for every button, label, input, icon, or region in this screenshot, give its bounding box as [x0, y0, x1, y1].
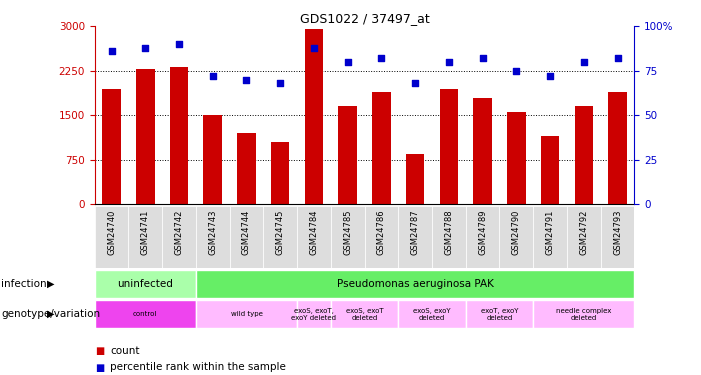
Text: GSM24791: GSM24791	[545, 209, 554, 255]
Text: wild type: wild type	[231, 311, 262, 317]
Bar	[196, 300, 297, 328]
Point	[106, 48, 117, 54]
Text: GSM24789: GSM24789	[478, 209, 487, 255]
Text: needle complex
deleted: needle complex deleted	[556, 308, 611, 321]
Point	[612, 56, 623, 62]
Point	[207, 73, 218, 79]
Text: GSM24745: GSM24745	[275, 209, 285, 255]
Bar	[196, 270, 634, 298]
Bar	[297, 300, 331, 328]
Bar	[305, 29, 323, 204]
Bar	[533, 206, 567, 268]
Bar	[432, 206, 465, 268]
Point	[545, 73, 556, 79]
Point	[275, 80, 286, 86]
Bar	[575, 106, 593, 204]
Text: count: count	[110, 346, 139, 355]
Bar	[601, 206, 634, 268]
Bar	[507, 112, 526, 204]
Bar	[230, 206, 264, 268]
Text: GSM24792: GSM24792	[579, 209, 588, 255]
Bar	[406, 154, 424, 204]
Text: uninfected: uninfected	[117, 279, 173, 289]
Text: exoS, exoT,
exoY deleted: exoS, exoT, exoY deleted	[292, 308, 336, 321]
Text: GSM24740: GSM24740	[107, 209, 116, 255]
Bar	[567, 206, 601, 268]
Bar	[440, 88, 458, 204]
Bar	[297, 206, 331, 268]
Point	[578, 59, 590, 65]
Text: exoS, exoY
deleted: exoS, exoY deleted	[413, 308, 451, 321]
Bar	[339, 106, 357, 204]
Point	[376, 56, 387, 62]
Bar	[398, 206, 432, 268]
Bar	[331, 206, 365, 268]
Point	[308, 45, 320, 51]
Bar	[95, 300, 196, 328]
Text: GSM24784: GSM24784	[309, 209, 318, 255]
Text: exoS, exoT
deleted: exoS, exoT deleted	[346, 308, 383, 321]
Bar	[372, 92, 390, 204]
Bar	[465, 206, 499, 268]
Text: GSM24743: GSM24743	[208, 209, 217, 255]
Bar	[102, 88, 121, 204]
Bar	[398, 300, 465, 328]
Text: exoT, exoY
deleted: exoT, exoY deleted	[481, 308, 518, 321]
Point	[409, 80, 421, 86]
Point	[443, 59, 454, 65]
Text: ▶: ▶	[48, 279, 55, 289]
Text: Pseudomonas aeruginosa PAK: Pseudomonas aeruginosa PAK	[336, 279, 494, 289]
Point	[139, 45, 151, 51]
Bar	[465, 300, 533, 328]
Point	[477, 56, 488, 62]
Text: GSM24787: GSM24787	[411, 209, 420, 255]
Point	[511, 68, 522, 74]
Point	[241, 77, 252, 83]
Text: percentile rank within the sample: percentile rank within the sample	[110, 363, 286, 372]
Text: GSM24786: GSM24786	[377, 209, 386, 255]
Bar	[95, 206, 128, 268]
Bar	[196, 206, 230, 268]
Text: ■: ■	[95, 363, 104, 372]
Text: ■: ■	[95, 346, 104, 355]
Title: GDS1022 / 37497_at: GDS1022 / 37497_at	[299, 12, 430, 25]
Text: GSM24793: GSM24793	[613, 209, 622, 255]
Bar	[499, 206, 533, 268]
Point	[342, 59, 353, 65]
Bar	[95, 270, 196, 298]
Bar	[365, 206, 398, 268]
Bar	[533, 300, 634, 328]
Bar	[473, 98, 492, 204]
Text: GSM24741: GSM24741	[141, 209, 150, 255]
Bar	[271, 142, 290, 204]
Point	[173, 41, 184, 47]
Bar	[331, 300, 398, 328]
Bar	[203, 116, 222, 204]
Bar	[540, 136, 559, 204]
Text: GSM24742: GSM24742	[175, 209, 184, 255]
Bar	[170, 67, 189, 204]
Bar	[237, 133, 256, 204]
Bar	[608, 92, 627, 204]
Text: GSM24785: GSM24785	[343, 209, 352, 255]
Text: GSM24790: GSM24790	[512, 209, 521, 255]
Bar	[264, 206, 297, 268]
Text: ▶: ▶	[48, 309, 55, 319]
Text: genotype/variation: genotype/variation	[1, 309, 100, 319]
Text: infection: infection	[1, 279, 47, 289]
Text: GSM24788: GSM24788	[444, 209, 454, 255]
Bar	[162, 206, 196, 268]
Bar	[136, 69, 154, 204]
Text: control: control	[133, 311, 158, 317]
Text: GSM24744: GSM24744	[242, 209, 251, 255]
Bar	[128, 206, 162, 268]
